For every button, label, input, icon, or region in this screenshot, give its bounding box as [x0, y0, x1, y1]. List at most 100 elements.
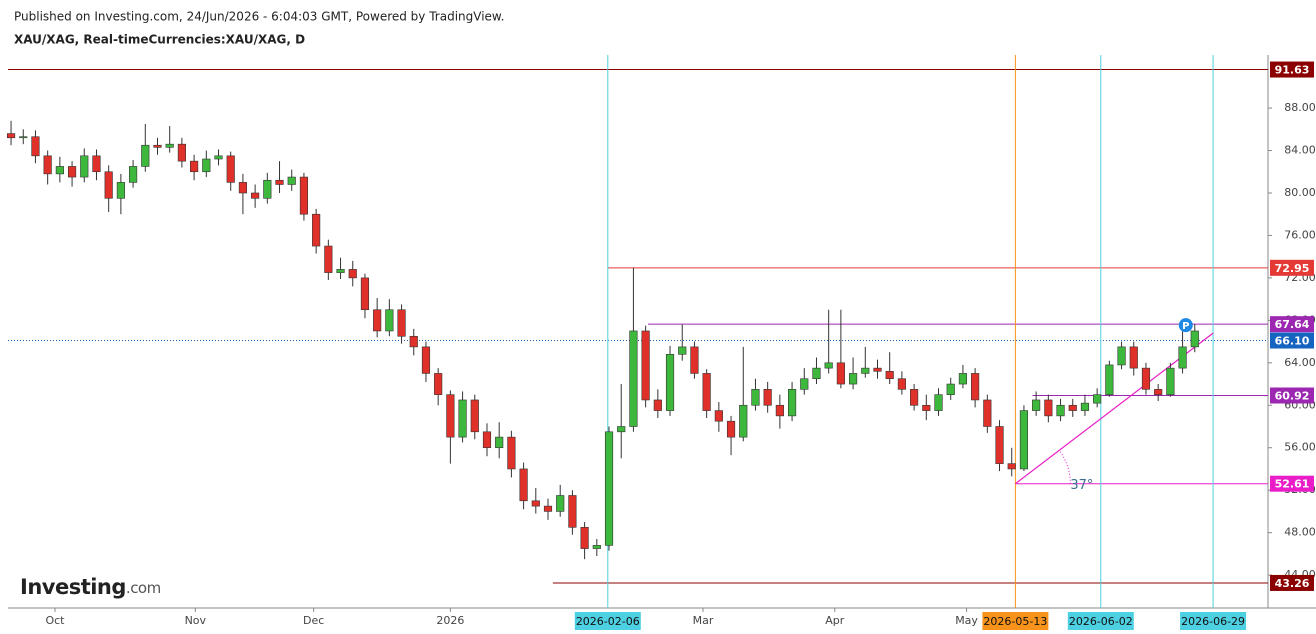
- x-tick-label: Apr: [825, 614, 845, 627]
- candle-body: [1044, 399, 1053, 417]
- candle-body: [1019, 410, 1029, 470]
- candle-body: [397, 309, 406, 337]
- candle-body: [726, 420, 736, 438]
- candle-body: [641, 330, 650, 401]
- y-tick-label: 88.00: [1284, 101, 1316, 114]
- candle-body: [19, 136, 28, 139]
- candle-body: [1056, 404, 1065, 417]
- candle-body: [678, 346, 687, 355]
- candle-body: [910, 389, 919, 406]
- candle-body: [446, 394, 455, 438]
- candle-body: [312, 213, 321, 247]
- candle-body: [836, 362, 845, 385]
- date-marker-label: 2026-02-06: [576, 615, 640, 628]
- y-tick-label: 64.00: [1284, 356, 1316, 369]
- candle-body: [482, 431, 492, 449]
- logo-name: Investing: [20, 575, 126, 599]
- date-marker-label: 2026-06-02: [1069, 615, 1133, 628]
- level-label-box: [1270, 332, 1314, 349]
- candle-body: [665, 354, 675, 411]
- y-tick-label: 76.00: [1284, 228, 1316, 241]
- candle-body: [983, 399, 992, 427]
- logo: Investing.com: [20, 575, 161, 599]
- candle-body: [543, 505, 553, 512]
- candle-body: [1154, 389, 1163, 395]
- candle-body: [348, 269, 357, 279]
- candle-body: [714, 410, 723, 422]
- candle-body: [153, 144, 162, 148]
- candle-body: [739, 404, 748, 438]
- candle-body: [434, 373, 443, 395]
- x-tick-label: Oct: [45, 614, 65, 627]
- candle-body: [629, 330, 638, 427]
- candle-body: [1129, 346, 1138, 369]
- candle-body: [1032, 399, 1041, 411]
- x-tick-label: 2026: [436, 614, 464, 627]
- level-label: 72.95: [1275, 262, 1310, 275]
- x-tick-label: May: [955, 614, 978, 627]
- candle-body: [31, 136, 40, 157]
- candle-body: [373, 309, 382, 332]
- candle-body: [116, 182, 125, 199]
- candle-body: [360, 277, 370, 311]
- date-marker-box: [574, 612, 641, 630]
- candle-body: [934, 394, 943, 411]
- candle-body: [299, 176, 309, 215]
- angle-label: 37°: [1070, 478, 1093, 493]
- candle-body: [238, 182, 247, 194]
- date-marker-label: 2026-06-29: [1181, 615, 1245, 628]
- candle-body: [421, 346, 431, 374]
- candle-body: [202, 158, 211, 173]
- candle-body: [568, 495, 577, 528]
- level-label: 52.61: [1275, 478, 1310, 491]
- candle-body: [263, 179, 272, 199]
- candle-body: [226, 155, 235, 183]
- level-label-box: [1270, 316, 1314, 333]
- candle-body: [519, 468, 528, 502]
- date-marker-box: [1067, 612, 1134, 630]
- candle-body: [6, 133, 16, 139]
- candle-body: [141, 144, 150, 167]
- symbol-title: XAU/XAG, Real-timeCurrencies:XAU/XAG, D: [14, 33, 305, 47]
- candle-body: [617, 426, 626, 433]
- candle-body: [177, 143, 186, 162]
- level-label: 91.63: [1275, 64, 1310, 77]
- candle-body: [1068, 404, 1077, 411]
- candle-body: [653, 399, 662, 411]
- candle-body: [971, 373, 980, 401]
- candle-body: [336, 269, 345, 273]
- level-label-box: [1270, 574, 1314, 591]
- level-label-box: [1270, 259, 1314, 276]
- candle-body: [800, 378, 809, 390]
- candle-body: [1080, 402, 1090, 411]
- candle-body: [556, 495, 565, 512]
- y-tick-label: 56.00: [1284, 441, 1316, 454]
- candle-body: [592, 545, 601, 549]
- candle-body: [385, 309, 394, 332]
- candle-body: [690, 346, 699, 374]
- candle-body: [995, 426, 1004, 464]
- candle-body: [287, 176, 296, 185]
- candle-body: [458, 399, 467, 438]
- level-label: 66.10: [1275, 335, 1310, 348]
- level-label-box: [1270, 387, 1314, 404]
- candle-body: [861, 367, 870, 374]
- level-label-box: [1270, 475, 1314, 492]
- level-label: 43.26: [1275, 577, 1310, 590]
- candle-body: [67, 166, 77, 178]
- candle-body: [165, 143, 174, 148]
- x-tick-label: Nov: [185, 614, 207, 627]
- candle-body: [531, 500, 540, 507]
- candle-body: [43, 155, 52, 175]
- date-marker-box: [1180, 612, 1247, 630]
- candle-body: [702, 373, 711, 411]
- published-note: Published on Investing.com, 24/Jun/2026 …: [14, 10, 504, 24]
- x-tick-label: Mar: [693, 614, 714, 627]
- candle-body: [946, 383, 955, 395]
- y-tick-label: 48.00: [1284, 526, 1316, 539]
- candle-body: [922, 404, 931, 411]
- candle-body: [812, 367, 821, 380]
- p-marker: [1178, 318, 1193, 333]
- candle-body: [190, 160, 199, 173]
